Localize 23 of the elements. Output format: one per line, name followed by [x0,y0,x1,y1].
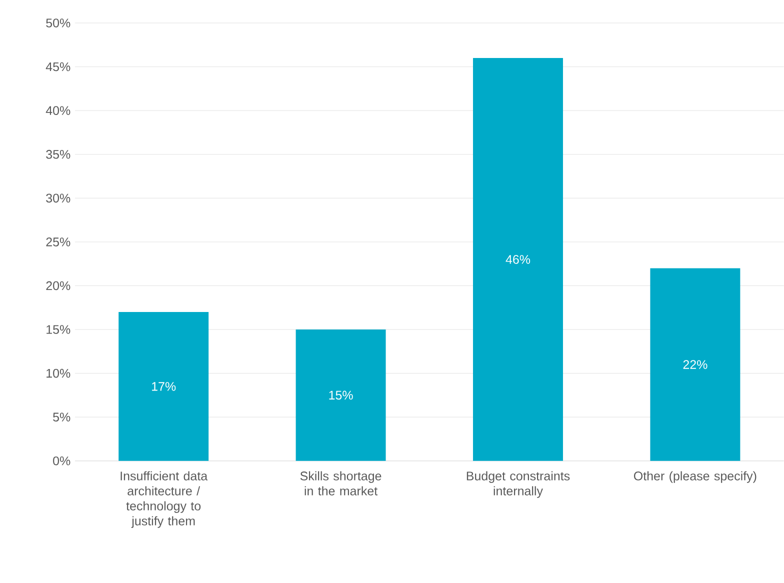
bar [473,58,563,461]
x-tick-label: Other (please specify) [634,471,756,483]
data-label: 46% [506,255,530,264]
x-tick-label: Budget constraints internally [466,471,570,498]
y-tick-label: 40% [46,106,70,116]
y-tick-label: 10% [46,368,70,378]
data-label: 15% [329,390,353,400]
bar [118,312,209,461]
x-tick-label: Insufficient data architecture / technology to justify them [120,471,208,528]
y-tick-label: 25% [46,238,70,246]
bar [650,268,740,461]
y-tick-label: 50% [46,18,70,28]
y-tick-label: 0% [53,456,70,466]
x-tick-label: Skills shortage in the market [300,471,382,496]
y-tick-label: 15% [46,325,70,334]
y-tick-label: 30% [46,194,70,203]
bar [296,330,386,461]
data-label: 17% [152,382,176,391]
data-label: 22% [683,360,708,370]
y-tick-label: 5% [53,412,70,422]
y-tick-label: 35% [46,150,70,159]
y-tick-label: 20% [46,281,70,290]
y-tick-label: 45% [46,62,70,72]
